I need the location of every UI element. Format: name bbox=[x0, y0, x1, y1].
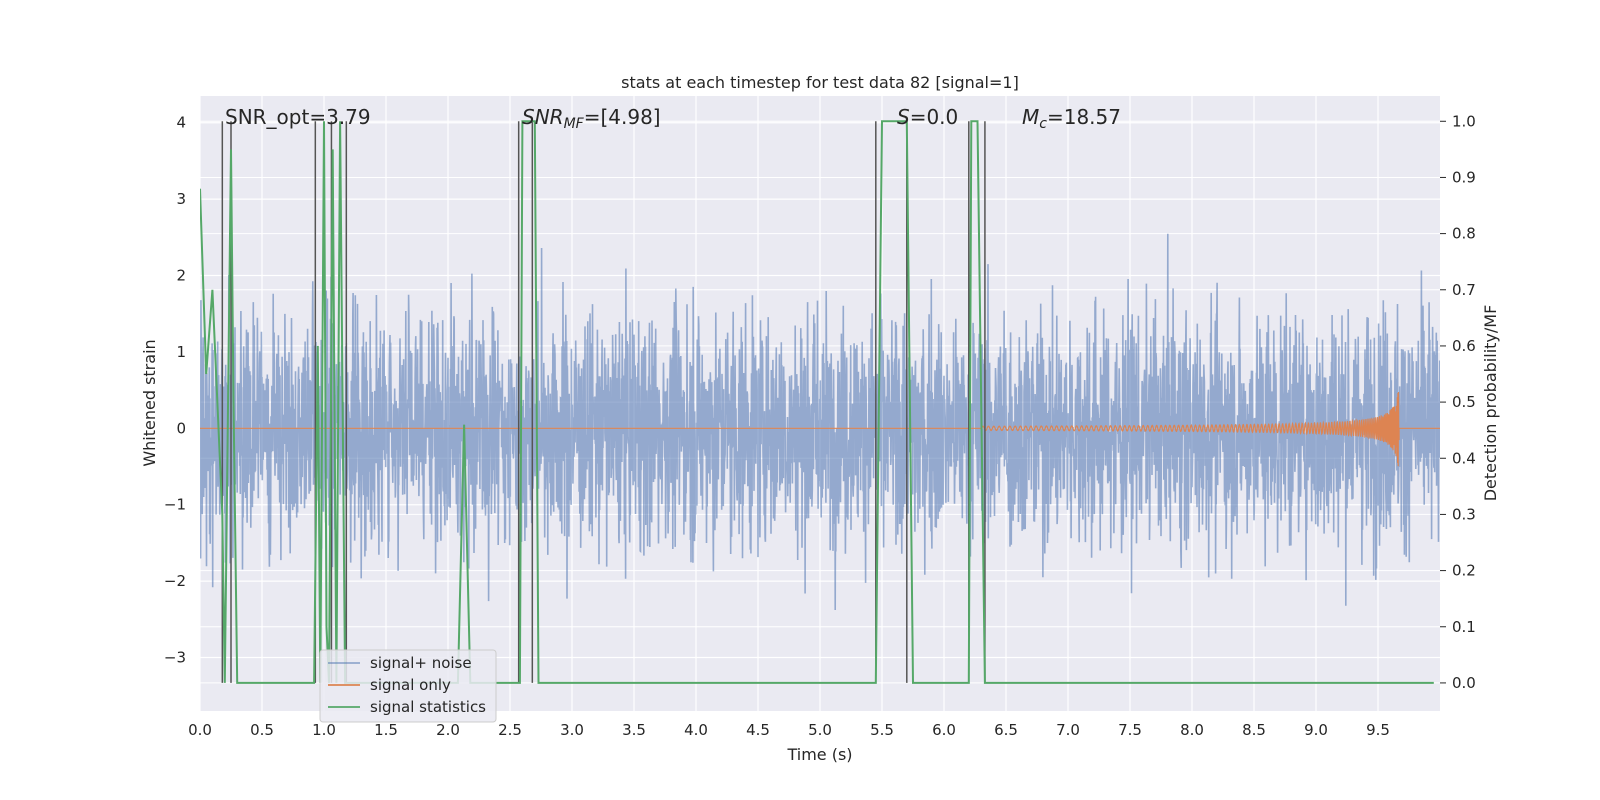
annotation-s-symbol: S bbox=[897, 105, 910, 129]
right-tick-label: 0.9 bbox=[1452, 168, 1476, 186]
y-tick-label: 2 bbox=[176, 267, 186, 285]
y-tick-label: 3 bbox=[176, 190, 186, 208]
y-ticks: 4 3 2 1 0 −1 −2 −3 bbox=[164, 114, 186, 667]
annotation-s-value: =0.0 bbox=[910, 105, 959, 129]
annotation-mc-value: =18.57 bbox=[1047, 105, 1121, 129]
y-tick-label: −3 bbox=[164, 649, 186, 667]
annotation-mc-subscript: c bbox=[1039, 116, 1047, 132]
x-tick-label: 0.5 bbox=[250, 721, 274, 739]
x-ticks: 0.0 0.5 1.0 1.5 2.0 2.5 3.0 3.5 4.0 4.5 5.0 5.5 6.0 6… bbox=[188, 721, 1390, 739]
x-tick-label: 5.5 bbox=[870, 721, 894, 739]
x-tick-label: 1.0 bbox=[312, 721, 336, 739]
x-tick-label: 7.5 bbox=[1118, 721, 1142, 739]
legend-label-signal-only: signal only bbox=[370, 676, 451, 694]
legend-label-signal-noise: signal+ noise bbox=[370, 654, 472, 672]
x-tick-label: 9.5 bbox=[1366, 721, 1390, 739]
x-tick-label: 6.5 bbox=[994, 721, 1018, 739]
right-tick-label: 0.4 bbox=[1452, 449, 1476, 467]
right-tick-label: 0.3 bbox=[1452, 505, 1476, 523]
x-tick-label: 3.5 bbox=[622, 721, 646, 739]
right-tick-label: 0.5 bbox=[1452, 393, 1476, 411]
legend: signal+ noise signal only signal statist… bbox=[319, 649, 497, 723]
legend-box bbox=[319, 649, 497, 723]
series-signal-only bbox=[200, 391, 1440, 467]
y-axis-label: Whitened strain bbox=[140, 339, 159, 466]
right-y-ticks: 1.0 0.9 0.8 0.7 0.6 0.5 0.4 0.3 0.2 0.1 0.0 bbox=[1440, 112, 1476, 692]
x-tick-label: 7.0 bbox=[1056, 721, 1080, 739]
y-tick-label: −1 bbox=[164, 496, 186, 514]
x-tick-label: 1.5 bbox=[374, 721, 398, 739]
x-tick-label: 0.0 bbox=[188, 721, 212, 739]
x-tick-label: 6.0 bbox=[932, 721, 956, 739]
x-tick-label: 8.0 bbox=[1180, 721, 1204, 739]
x-axis-label: Time (s) bbox=[786, 745, 852, 764]
y-tick-label: 0 bbox=[176, 419, 186, 437]
annotation-snr-mf-symbol: SNR bbox=[522, 105, 564, 129]
right-tick-label: 0.8 bbox=[1452, 225, 1476, 243]
annotation-snr-mf: SNRMF=[4.98] bbox=[522, 105, 661, 132]
right-tick-label: 0.1 bbox=[1452, 618, 1476, 636]
x-tick-label: 8.5 bbox=[1242, 721, 1266, 739]
right-tick-label: 0.6 bbox=[1452, 337, 1476, 355]
signal-noise-line bbox=[200, 233, 1440, 611]
annotation-snr-mf-value: =[4.98] bbox=[584, 105, 661, 129]
annotation-snr-opt: SNR_opt=3.79 bbox=[225, 105, 371, 129]
y-tick-label: 4 bbox=[176, 114, 186, 132]
right-tick-label: 0.2 bbox=[1452, 562, 1476, 580]
right-tick-label: 0.7 bbox=[1452, 281, 1476, 299]
right-tick-label: 0.0 bbox=[1452, 674, 1476, 692]
chart-title: stats at each timestep for test data 82 … bbox=[621, 73, 1019, 92]
y-axis-label-right: Detection probability/MF bbox=[1481, 305, 1500, 502]
x-tick-label: 9.0 bbox=[1304, 721, 1328, 739]
annotation-mc: Mc=18.57 bbox=[1022, 105, 1121, 132]
annotation-s: S=0.0 bbox=[897, 105, 958, 129]
x-tick-label: 4.5 bbox=[746, 721, 770, 739]
x-tick-label: 4.0 bbox=[684, 721, 708, 739]
annotation-snr-mf-subscript: MF bbox=[564, 116, 585, 132]
annotation-mc-symbol: M bbox=[1022, 105, 1039, 129]
y-tick-label: 1 bbox=[176, 343, 186, 361]
x-tick-label: 3.0 bbox=[560, 721, 584, 739]
x-tick-label: 2.0 bbox=[436, 721, 460, 739]
x-tick-label: 5.0 bbox=[808, 721, 832, 739]
legend-label-signal-statistics: signal statistics bbox=[370, 698, 486, 716]
y-tick-label: −2 bbox=[164, 572, 186, 590]
series-signal-noise bbox=[200, 233, 1440, 611]
x-tick-label: 2.5 bbox=[498, 721, 522, 739]
right-tick-label: 1.0 bbox=[1452, 112, 1476, 130]
